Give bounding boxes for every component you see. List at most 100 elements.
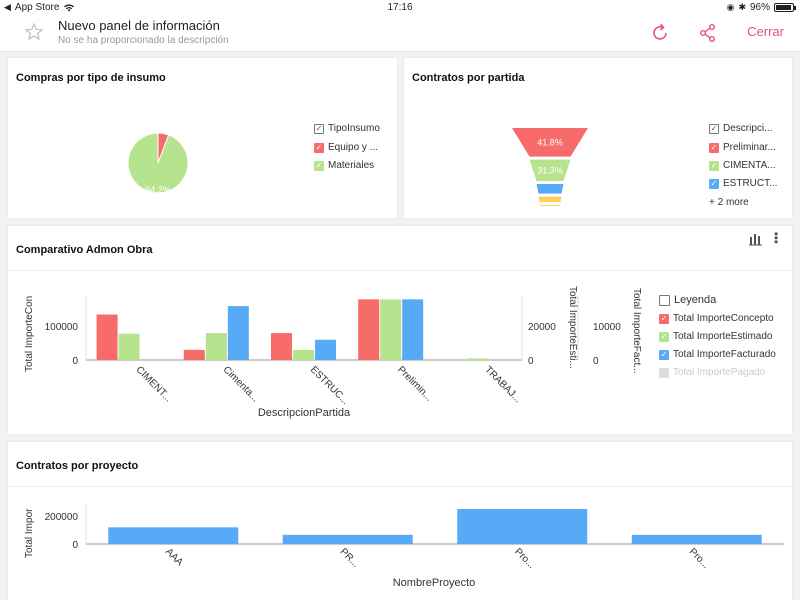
checkbox-icon[interactable]: ✓ [659, 349, 669, 360]
checkbox-icon[interactable] [659, 294, 670, 306]
bar[interactable] [293, 349, 314, 360]
legend-item-estructura[interactable]: ✓ ESTRUCT... [709, 178, 777, 189]
bar[interactable] [380, 299, 402, 360]
refresh-icon[interactable] [649, 22, 671, 44]
legend-label: Materiales [328, 160, 375, 171]
bar[interactable] [118, 333, 140, 360]
card-compras-insumo: Compras por tipo de insumo 94.2% ✓ TipoI… [8, 58, 397, 218]
x-tick-label: TRABAJ... [482, 364, 523, 405]
status-right: ◉ ✱ 96% [727, 2, 796, 13]
checkbox-icon[interactable]: ✓ [314, 123, 324, 134]
checkbox-icon[interactable]: ✓ [709, 142, 719, 153]
bar[interactable] [205, 333, 227, 360]
x-tick-label: Pro... [512, 546, 537, 571]
funnel-label: 31.3% [537, 165, 563, 175]
status-bar: ◀ App Store 17:16 ◉ ✱ 96% [0, 0, 800, 16]
legend-item-cimentacion[interactable]: ✓ CIMENTA... [709, 160, 776, 171]
legend-item-pagado[interactable]: Total ImportePagado [659, 367, 765, 378]
bar[interactable] [282, 534, 413, 544]
checkbox-icon[interactable] [659, 367, 669, 378]
bar[interactable] [631, 534, 762, 544]
checkbox-icon[interactable]: ✓ [659, 331, 669, 342]
x-tick-label: Pro... [687, 546, 712, 571]
legend-label: ESTRUCT... [723, 178, 778, 189]
legend-item-facturado[interactable]: ✓ Total ImporteFacturado [659, 349, 776, 360]
x-tick-label: Prelimin... [395, 364, 434, 403]
checkbox-icon[interactable]: ✓ [709, 178, 719, 189]
checkbox-icon[interactable]: ✓ [659, 313, 669, 324]
legend-title[interactable]: ✓ TipoInsumo [314, 123, 380, 134]
pie-chart[interactable]: 94.2% [108, 118, 208, 218]
card-title: Compras por tipo de insumo [16, 72, 166, 84]
dashboard-title: Nuevo panel de información [58, 18, 220, 33]
legend-item-preliminar[interactable]: ✓ Preliminar... [709, 142, 776, 153]
legend-item-materiales[interactable]: ✓ Materiales [314, 160, 374, 171]
legend-item-estimado[interactable]: ✓ Total ImporteEstimado [659, 331, 773, 342]
battery-icon [774, 3, 796, 12]
x-axis-label: DescripcionPartida [258, 407, 351, 419]
bar[interactable] [108, 527, 239, 544]
legend-title[interactable]: ✓ Descripci... [709, 123, 772, 134]
legend-label: Total ImportePagado [673, 367, 766, 378]
funnel-segment[interactable] [538, 196, 562, 203]
checkbox-icon[interactable]: ✓ [709, 160, 719, 171]
legend-label: Preliminar... [723, 142, 776, 153]
x-tick-label: ESTRUC... [308, 364, 351, 407]
card-comparativo-admon: Comparativo Admon Obra • • • 100000 0 20000 0… [8, 226, 792, 434]
pie-slice[interactable] [127, 132, 189, 194]
legend-label: Total ImporteFacturado [673, 349, 776, 360]
bar[interactable] [227, 306, 249, 360]
bar[interactable] [96, 314, 118, 360]
x-axis-label: NombreProyecto [393, 577, 476, 589]
bar[interactable] [183, 349, 205, 360]
y-tick: 100000 [45, 322, 79, 333]
funnel-segment[interactable] [539, 205, 561, 206]
legend-title[interactable]: Leyenda [659, 294, 716, 306]
y-tick: 0 [72, 540, 78, 551]
y-tick-right: 20000 [528, 322, 556, 333]
back-chevron-icon[interactable]: ◀ [4, 2, 11, 12]
close-button[interactable]: Cerrar [747, 24, 784, 39]
share-icon[interactable] [697, 22, 719, 44]
more-options-icon[interactable]: • • • [774, 227, 779, 249]
x-tick-label: Cimenta... [221, 364, 261, 404]
app-header: Nuevo panel de información No se ha prop… [0, 16, 800, 52]
x-tick-label: CIMENT... [133, 364, 173, 404]
bar[interactable] [467, 358, 489, 360]
card-title: Contratos por partida [412, 72, 525, 84]
card-contratos-partida: Contratos por partida 41.8% 31.3% ✓ Descr… [404, 58, 792, 218]
bar-chart[interactable]: 200000 0 Total Impor NombreProyecto AAA PR...… [8, 442, 792, 600]
checkbox-icon[interactable]: ✓ [314, 142, 324, 153]
legend-item-concepto[interactable]: ✓ Total ImporteConcepto [659, 313, 774, 324]
star-icon[interactable] [24, 22, 44, 42]
legend-more-link[interactable]: + 2 more [709, 197, 749, 208]
y-axis-label-right-2: Total ImporteFact... [631, 288, 642, 374]
status-time: 17:16 [387, 2, 413, 13]
bar[interactable] [315, 339, 336, 360]
funnel-segment[interactable] [512, 128, 588, 157]
legend-item-equipo[interactable]: ✓ Equipo y ... [314, 142, 378, 153]
funnel-segment[interactable] [529, 159, 571, 182]
y-tick-right: 0 [528, 356, 534, 367]
funnel-segment[interactable] [536, 184, 564, 194]
legend-title-label: Leyenda [674, 294, 717, 306]
bar[interactable] [358, 299, 380, 360]
dashboard-subtitle: No se ha proporcionado la descripción [58, 35, 229, 46]
checkbox-icon[interactable]: ✓ [314, 160, 324, 171]
wifi-icon [64, 4, 75, 12]
y-axis-label: Total Impor [24, 508, 35, 558]
bar[interactable] [271, 333, 292, 360]
legend-title-label: Descripci... [723, 123, 773, 134]
checkbox-icon[interactable]: ✓ [709, 123, 719, 134]
legend-label: Equipo y ... [328, 142, 379, 153]
chart-type-icon[interactable] [748, 232, 764, 246]
funnel-label: 41.8% [537, 137, 563, 147]
card-title: Comparativo Admon Obra [16, 244, 153, 256]
bar[interactable] [402, 299, 424, 360]
funnel-chart[interactable]: 41.8% 31.3% [512, 126, 592, 206]
bar[interactable] [457, 509, 588, 544]
x-tick-label: AAA [163, 546, 185, 568]
divider [8, 270, 792, 271]
carrier-label[interactable]: App Store [14, 2, 60, 13]
